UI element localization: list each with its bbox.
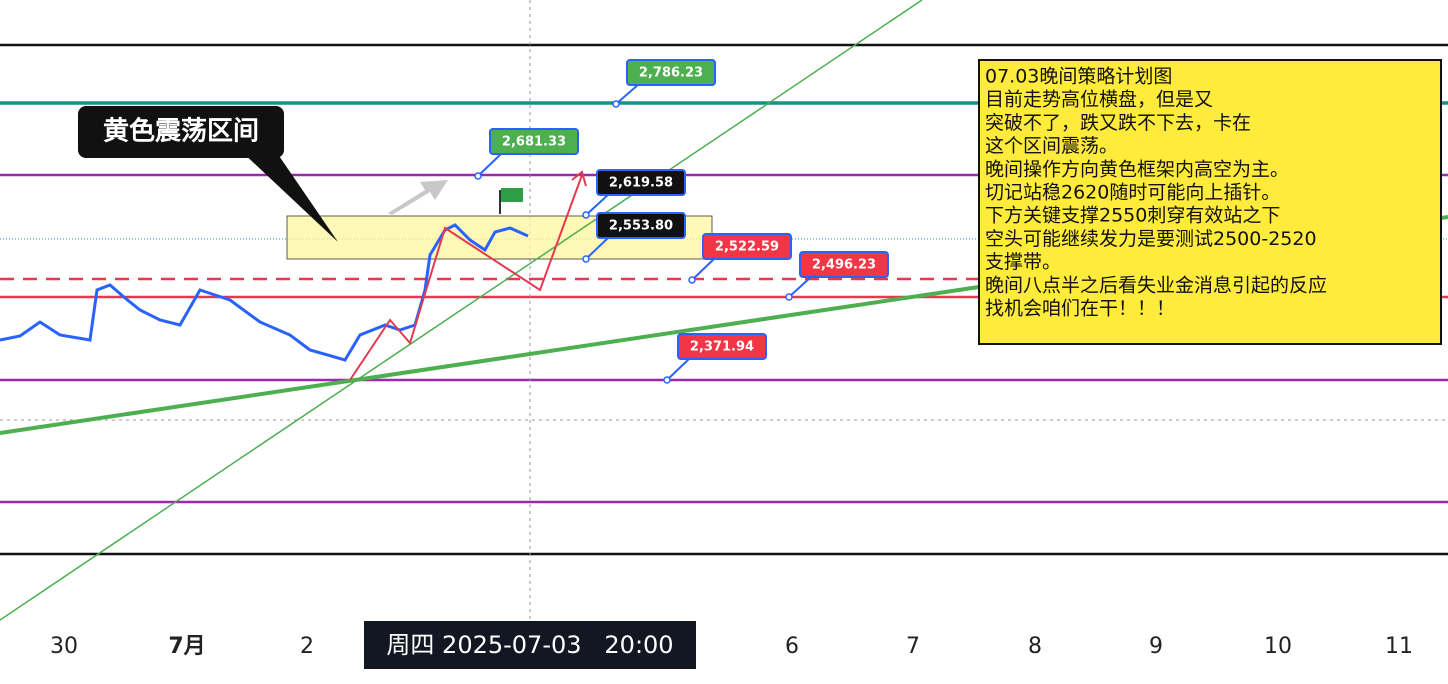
annotation-line: 切记站稳2620随时可能向上插针。: [985, 182, 1280, 204]
annotation-line: 目前走势高位横盘，但是又: [985, 89, 1213, 111]
crosshair-box: [364, 621, 696, 669]
annotation-box: [978, 59, 1442, 345]
x-tick-label: 2: [300, 634, 314, 659]
annotation-line: 下方关键支撑2550刺穿有效站之下: [985, 205, 1280, 227]
price-label-box: [596, 212, 686, 239]
annotation-line: 这个区间震荡。: [985, 135, 1118, 157]
label-anchor: [582, 211, 590, 219]
callout-pointer: [240, 150, 338, 242]
price-label-box: [489, 128, 579, 155]
label-pointer: [691, 257, 716, 281]
hint-arrow: [388, 180, 448, 215]
annotation-line: 晚间操作方向黄色框架内高空为主。: [985, 158, 1289, 180]
label-pointer: [666, 357, 691, 381]
price-label: 2,619.58: [609, 176, 673, 191]
price-label: 2,496.23: [812, 258, 876, 273]
label-pointer: [585, 193, 610, 216]
label-anchor: [612, 100, 620, 108]
x-tick-label: 30: [50, 634, 78, 659]
price-label: 2,522.59: [715, 240, 779, 255]
x-tick-label: 6: [785, 634, 799, 659]
price-path: [0, 223, 529, 362]
callout-box: [78, 106, 284, 158]
price-label-box: [677, 333, 767, 360]
flag: [501, 188, 523, 202]
x-tick-label: 7月: [168, 634, 205, 659]
x-tick-label: 8: [1028, 634, 1042, 659]
label-pointer: [477, 152, 503, 177]
annotation: 07.03晚间策略计划图目前走势高位横盘，但是又突破不了，跌又跌不下去，卡在这个…: [978, 59, 1442, 345]
zone-callout: 黄色震荡区间: [78, 106, 338, 242]
price-label: 2,371.94: [690, 340, 754, 355]
label-anchor: [785, 293, 793, 301]
x-axis: 周四 2025-07-03 20:00 30 7月 2 6 7 8 9 10 11: [50, 621, 1413, 669]
x-tick-label: 10: [1264, 634, 1292, 659]
label-pointer: [615, 83, 640, 105]
annotation-line: 晚间八点半之后看失业金消息引起的反应: [985, 274, 1327, 296]
label-anchor: [474, 172, 482, 180]
price-label-box: [702, 233, 792, 260]
label-pointer: [585, 236, 610, 260]
x-tick-label: 11: [1385, 634, 1413, 659]
price-label-box: [626, 59, 716, 86]
label-pointer: [788, 275, 813, 298]
annotation-line: 空头可能继续发力是要测试2500-2520: [985, 228, 1317, 250]
price-label: 2,553.80: [609, 219, 673, 234]
lines: [0, 0, 1448, 621]
price-label: 2,681.33: [502, 135, 566, 150]
price-label: 2,786.23: [639, 66, 703, 81]
annotation-lines: 07.03晚间策略计划图目前走势高位横盘，但是又突破不了，跌又跌不下去，卡在这个…: [985, 66, 1327, 320]
annotation-line: 支撑带。: [985, 251, 1061, 273]
label-anchor: [688, 276, 696, 284]
projection-arrow: [571, 170, 587, 187]
x-tick-label: 9: [1149, 634, 1163, 659]
trend-line: [0, 0, 923, 621]
price-label-box: [799, 251, 889, 278]
label-anchor: [663, 376, 671, 384]
label-anchor: [582, 255, 590, 263]
price-label-box: [596, 169, 686, 196]
projection-path: [349, 174, 583, 381]
crosshair-label: 周四 2025-07-03 20:00: [386, 631, 673, 659]
annotation-line: 找机会咱们在干！！！: [985, 298, 1175, 320]
price-labels: 2,786.23 2,681.33 2,619.58 2,553.80 2,522.59…: [474, 59, 889, 384]
annotation-line: 07.03晚间策略计划图: [985, 66, 1172, 88]
annotation-line: 突破不了，跌又跌不下去，卡在: [985, 112, 1251, 134]
x-tick-label: 7: [906, 634, 920, 659]
zone-label: 黄色震荡区间: [103, 116, 259, 147]
